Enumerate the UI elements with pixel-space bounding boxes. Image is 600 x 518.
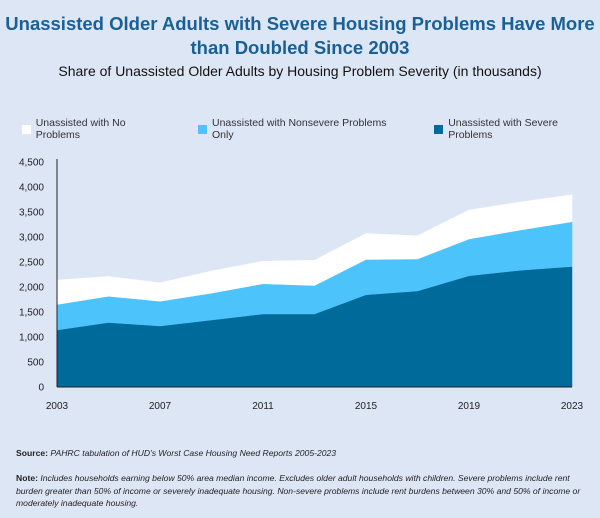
y-tick-label: 1,000 xyxy=(19,333,44,344)
x-tick-label: 2015 xyxy=(355,401,378,412)
area-chart: 0 500 1,000 1,500 2,000 2,500 3,000 3,500 4,000 4… xyxy=(19,158,584,413)
chart-subtitle: Share of Unassisted Older Adults by Hous… xyxy=(58,63,542,79)
y-tick-label: 2,500 xyxy=(19,258,44,269)
legend-swatch xyxy=(434,124,444,134)
chart-title: Unassisted Older Adults with Severe Hous… xyxy=(5,13,595,58)
y-tick-label: 500 xyxy=(27,358,44,369)
legend: Unassisted with No Problems Unassisted w… xyxy=(22,117,600,141)
legend-item-nonsevere: Unassisted with Nonsevere Problems Only xyxy=(198,117,404,141)
note-text: Includes households earning below 50% ar… xyxy=(16,473,581,508)
legend-label: Unassisted with No Problems xyxy=(35,117,126,141)
y-tick-label: 3,000 xyxy=(19,233,44,244)
y-tick-label: 4,500 xyxy=(19,158,44,169)
legend-label: Unassisted with Nonsevere Problems Only xyxy=(212,117,387,141)
legend-item-severe: Unassisted with Severe Problems xyxy=(434,117,600,141)
x-tick-label: 2011 xyxy=(252,401,274,412)
legend-swatch xyxy=(198,124,207,134)
note-label: Note: xyxy=(16,473,38,483)
source-label: Source: xyxy=(16,448,48,458)
x-tick-label: 2023 xyxy=(561,401,584,412)
source-note: Source: PAHRC tabulation of HUD's Worst … xyxy=(16,447,588,460)
x-tick-label: 2007 xyxy=(149,401,172,412)
y-tick-label: 3,500 xyxy=(19,208,44,219)
legend-item-no-problems: Unassisted with No Problems xyxy=(22,117,168,141)
y-tick-label: 4,000 xyxy=(19,183,44,194)
y-tick-label: 2,000 xyxy=(19,283,44,294)
x-tick-label: 2019 xyxy=(458,401,481,412)
source-text: PAHRC tabulation of HUD's Worst Case Hou… xyxy=(48,448,337,458)
area-series-unassisted-with-no-problems xyxy=(56,194,573,305)
y-tick-label: 1,500 xyxy=(19,308,44,319)
footnote: Note: Includes households earning below … xyxy=(16,472,588,510)
legend-label: Unassisted with Severe Problems xyxy=(448,117,558,141)
y-tick-label: 0 xyxy=(38,383,44,394)
x-tick-label: 2003 xyxy=(46,401,69,412)
legend-swatch xyxy=(22,124,31,134)
